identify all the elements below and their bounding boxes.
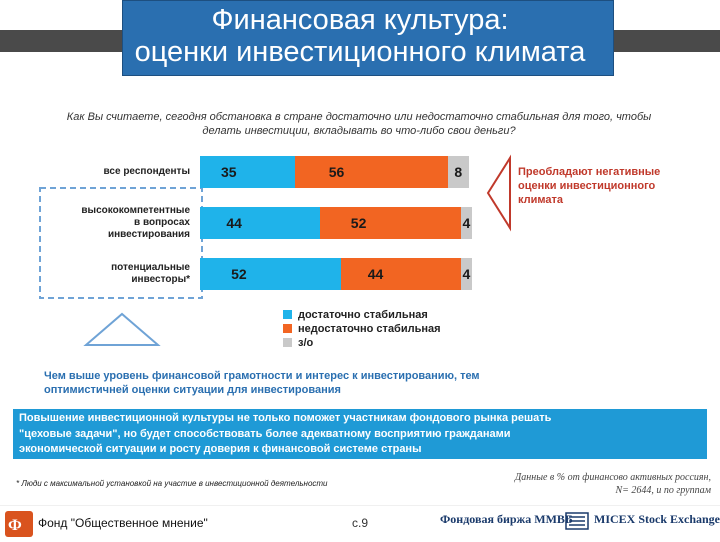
- bar-unstable-0: [295, 156, 448, 188]
- left-chevron-icon: [486, 154, 511, 232]
- legend-swatch-unstable: [283, 324, 292, 333]
- bar-stable-0: [200, 156, 296, 188]
- bar-stable-1: [200, 207, 320, 239]
- legend-item-no-answer: з/о: [283, 337, 313, 349]
- fom-logo-mark: Ф: [8, 517, 22, 534]
- legend-swatch-stable: [283, 310, 292, 319]
- row-label-potential: потенциальные инвесторы*: [111, 262, 190, 285]
- bar-stable-2: [200, 258, 342, 290]
- title-bar: Финансовая культура: оценки инвестиционн…: [0, 0, 720, 78]
- bar-label-no-answer-1: 4: [462, 215, 471, 231]
- page-number: с.9: [352, 516, 369, 530]
- org-name: Фонд "Общественное мнение": [38, 516, 208, 530]
- bar-unstable-1: [319, 207, 462, 239]
- legend-item-stable: достаточно стабильная: [283, 309, 428, 321]
- bar-label-no-answer-0: 8: [454, 164, 463, 180]
- footnote: * Люди с максимальной установкой на учас…: [16, 479, 328, 488]
- bar-label-no-answer-2: 4: [462, 266, 471, 282]
- survey-question-line-1: Как Вы считаете, сегодня обстановка в ст…: [66, 111, 652, 123]
- bar-label-unstable-2: 44: [367, 266, 384, 282]
- fom-logo-icon: Ф: [5, 511, 33, 537]
- title-box: [122, 0, 614, 76]
- bar-label-stable-2: 52: [231, 266, 247, 282]
- legend-item-unstable: недостаточно стабильная: [283, 323, 441, 335]
- conclusion-text: Чем выше уровень финансовой грамотности …: [44, 370, 480, 396]
- mmvb-logo: Фондовая биржа ММВБ: [440, 512, 573, 526]
- legend-swatch-no-answer: [283, 338, 292, 347]
- slide-title-line-1: Финансовая культура:: [211, 4, 509, 36]
- micex-logo: MICEX Stock Exchange: [594, 512, 720, 526]
- bar-no-answer-0: [447, 156, 470, 188]
- svg-text:Ф: Ф: [8, 517, 22, 534]
- bar-label-stable-1: 44: [226, 215, 242, 231]
- survey-question-line-2: делать инвестиции, вкладывать во что-либ…: [202, 125, 516, 137]
- negative-assessment-note: Преобладают негативные оценки инвестицио…: [518, 166, 661, 206]
- survey-question: Как Вы считаете, сегодня обстановка в ст…: [14, 110, 704, 138]
- bar-unstable-2: [341, 258, 462, 290]
- micex-emblem-icon: [565, 512, 589, 530]
- promo-block: Повышение инвестиционной культуры не тол…: [13, 409, 707, 459]
- bar-no-answer-1: [461, 207, 472, 239]
- promo-text: Повышение инвестиционной культуры не тол…: [19, 412, 552, 455]
- bar-label-unstable-0: 56: [328, 164, 345, 180]
- up-triangle-icon: [83, 312, 161, 346]
- row-label-competent: высококомпетентные в вопросах инвестиров…: [81, 205, 190, 240]
- bar-label-unstable-1: 52: [350, 215, 367, 231]
- bar-no-answer-2: [461, 258, 472, 290]
- footer: [0, 506, 720, 540]
- slide-title-line-2: оценки инвестиционного климата: [134, 36, 586, 68]
- data-source: Данные в % от финансово активных россиян…: [514, 472, 711, 496]
- dashed-frame: [39, 187, 203, 299]
- row-label-all: все респонденты: [103, 166, 190, 177]
- bar-label-stable-0: 35: [220, 164, 237, 180]
